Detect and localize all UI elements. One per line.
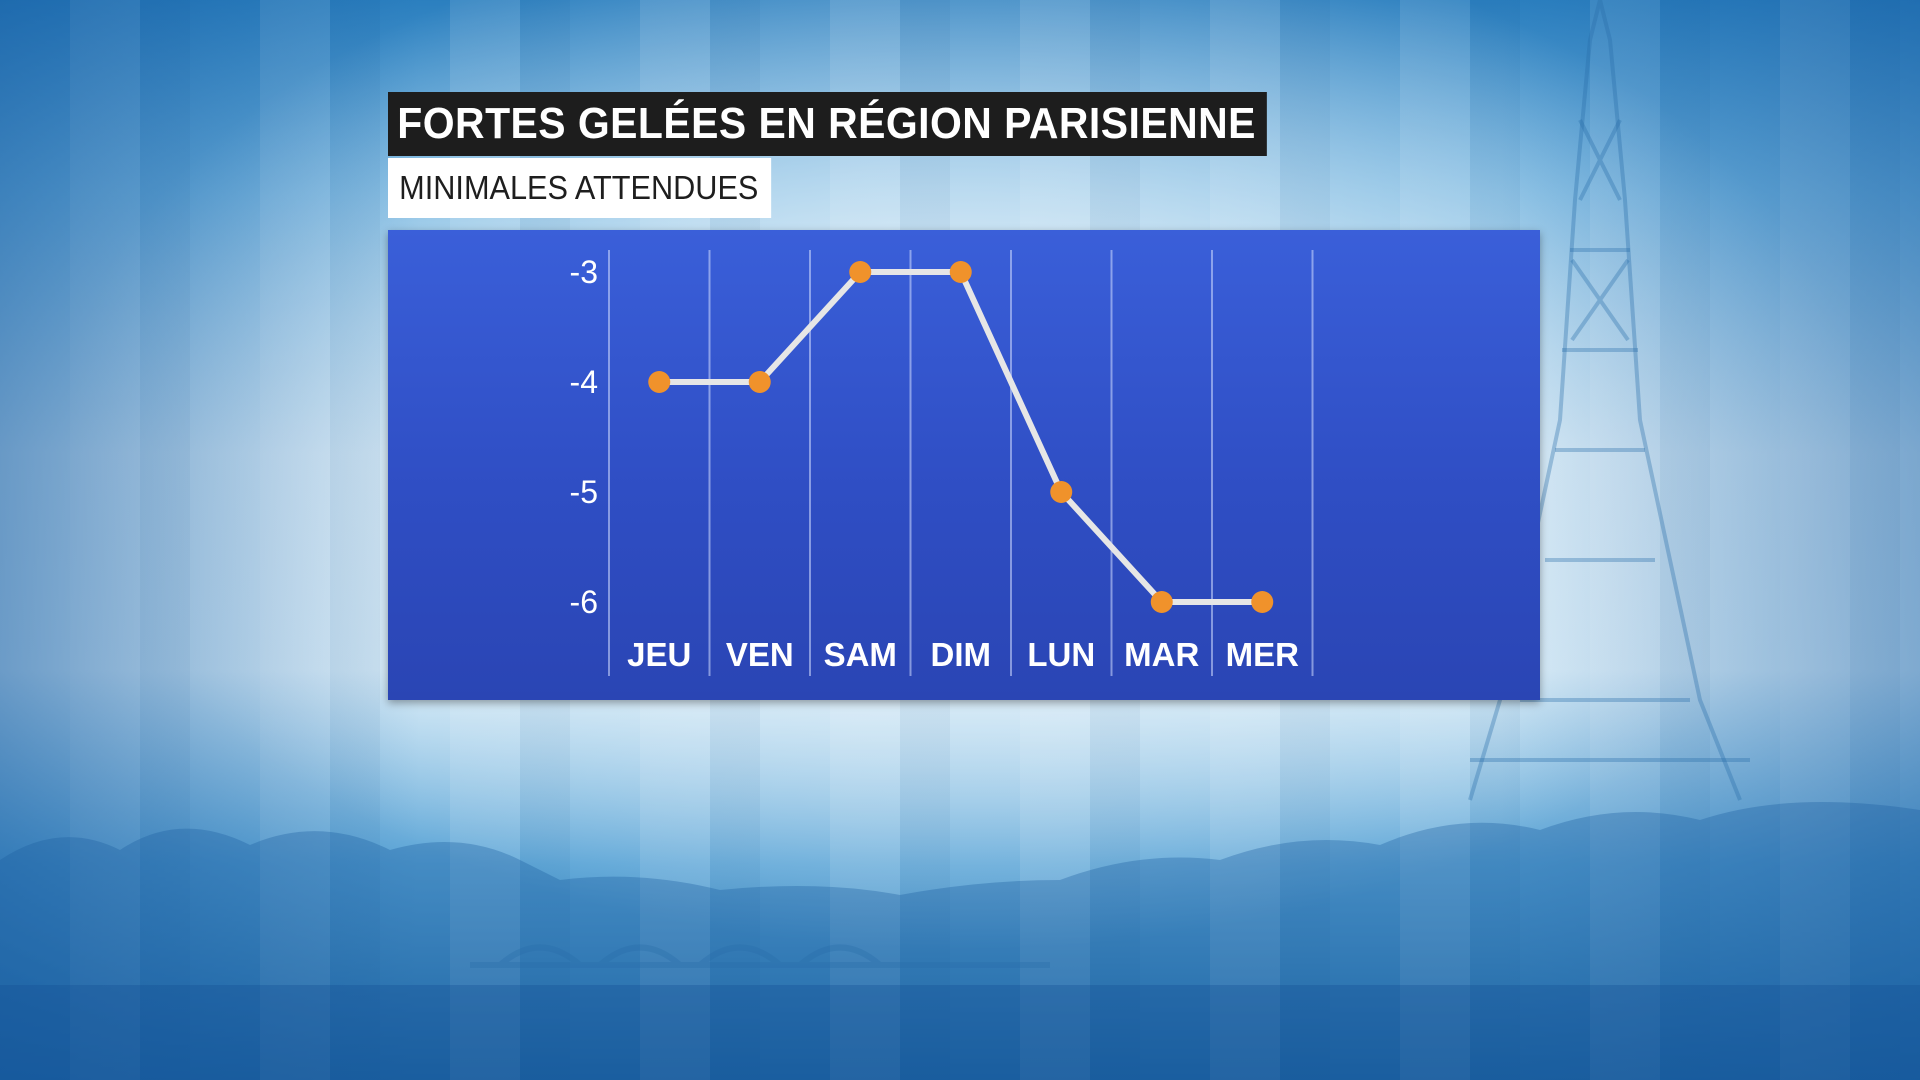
- y-tick-label: -6: [570, 584, 598, 620]
- y-tick-label: -4: [570, 364, 598, 400]
- data-point-marker: [1150, 591, 1173, 613]
- x-tick-label: JEU: [627, 636, 691, 673]
- x-tick-label: MAR: [1124, 636, 1199, 673]
- bridge-silhouette: [470, 944, 1050, 968]
- backdrop-vignette-left: [0, 0, 420, 1080]
- x-tick-label: SAM: [824, 636, 897, 673]
- data-points: [648, 261, 1274, 613]
- eiffel-tower-silhouette: [1468, 0, 1750, 801]
- backdrop-vignette-right: [1500, 0, 1920, 1080]
- data-point-marker: [648, 371, 671, 393]
- chart-title: FORTES GELÉES EN RÉGION PARISIENNE: [388, 92, 1268, 156]
- y-axis-ticks: -3 -4 -5 -6: [570, 254, 598, 620]
- tree-line-silhouette: [0, 802, 1920, 1080]
- line-chart: -3 -4 -5 -6 JEU VEN SAM DIM LUN MAR MER: [570, 250, 1314, 676]
- chart-panel: -3 -4 -5 -6 JEU VEN SAM DIM LUN MAR MER: [388, 230, 1540, 700]
- y-tick-label: -5: [570, 474, 598, 510]
- data-point-marker: [1251, 591, 1274, 613]
- data-point-marker: [1050, 481, 1073, 503]
- y-tick-label: -3: [570, 254, 598, 290]
- x-tick-label: VEN: [726, 636, 794, 673]
- x-tick-label: DIM: [931, 636, 992, 673]
- data-point-marker: [748, 371, 771, 393]
- x-tick-label: MER: [1226, 636, 1300, 673]
- grid-lines: [608, 250, 1314, 676]
- x-axis-ticks: JEU VEN SAM DIM LUN MAR MER: [627, 636, 1299, 673]
- chart-subtitle: MINIMALES ATTENDUES: [388, 158, 772, 218]
- x-tick-label: LUN: [1027, 636, 1095, 673]
- river: [0, 985, 1920, 1080]
- data-point-marker: [949, 261, 972, 283]
- data-point-marker: [849, 261, 872, 283]
- series-line: [656, 269, 1266, 605]
